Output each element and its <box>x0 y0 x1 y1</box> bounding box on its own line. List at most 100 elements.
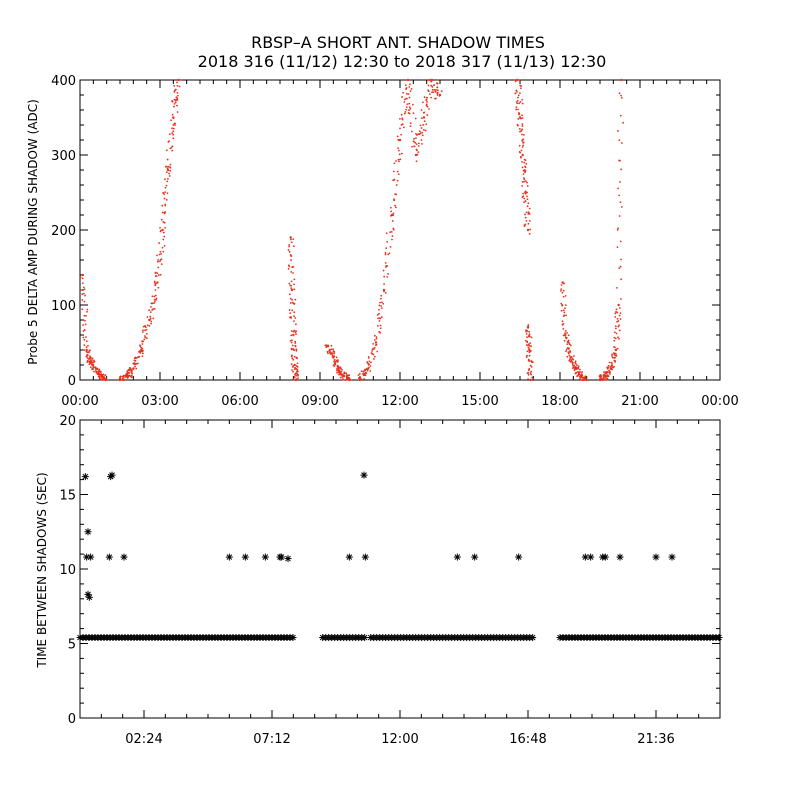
top-data-point <box>523 180 525 183</box>
top-data-point <box>528 232 531 235</box>
top-data-point <box>521 114 523 117</box>
top-data-point <box>519 101 522 103</box>
top-data-point <box>86 357 89 359</box>
top-data-point <box>613 346 615 348</box>
top-data-point <box>527 202 530 205</box>
top-data-point <box>617 130 619 132</box>
top-data-point <box>340 370 343 373</box>
top-data-point <box>606 378 609 381</box>
top-data-point <box>290 280 293 283</box>
top-data-point <box>529 372 532 375</box>
top-data-point <box>576 375 578 378</box>
top-data-point <box>517 96 519 99</box>
top-data-point <box>154 275 157 277</box>
top-data-point <box>153 300 156 303</box>
top-data-point <box>81 299 84 301</box>
top-data-point <box>620 78 623 82</box>
top-data-point <box>405 92 408 95</box>
top-x-tick-label: 12:00 <box>381 394 418 409</box>
top-data-point <box>521 184 524 187</box>
top-data-point <box>292 245 295 248</box>
top-data-point <box>415 160 418 163</box>
top-data-point <box>525 332 528 335</box>
top-data-point <box>376 313 379 316</box>
top-data-point <box>422 124 425 126</box>
top-data-point <box>523 225 526 228</box>
top-data-point <box>176 104 178 107</box>
top-data-point <box>387 273 390 275</box>
top-data-point <box>146 316 149 318</box>
top-data-point <box>393 199 396 202</box>
top-data-point <box>163 197 166 200</box>
top-data-point <box>367 362 369 365</box>
top-data-point <box>420 117 423 120</box>
top-data-point <box>329 353 332 355</box>
top-data-point <box>529 228 532 231</box>
bottom-baseline-point-stroke <box>290 634 296 641</box>
bottom-data-point <box>277 553 285 561</box>
top-data-point <box>335 356 338 359</box>
bottom-data-point-stroke <box>278 554 285 560</box>
bottom-y-tick-label: 10 <box>59 563 76 578</box>
top-data-point <box>433 84 436 86</box>
top-data-point <box>527 325 530 328</box>
top-data-point <box>289 297 292 300</box>
top-data-point <box>360 370 363 373</box>
top-data-point <box>338 373 340 376</box>
top-data-point <box>163 245 166 247</box>
top-data-point <box>372 343 375 345</box>
top-data-point <box>134 365 136 368</box>
top-data-point <box>566 343 569 346</box>
top-data-point <box>166 167 169 170</box>
top-data-point <box>418 130 421 133</box>
top-data-point <box>608 369 610 372</box>
top-data-point <box>609 373 611 375</box>
top-data-point <box>157 274 160 276</box>
top-data-point <box>288 309 291 311</box>
top-data-point <box>134 363 137 366</box>
top-data-point <box>328 348 331 351</box>
top-data-point <box>399 127 401 130</box>
top-data-point <box>296 370 299 373</box>
top-data-point <box>427 79 430 81</box>
top-data-point <box>613 331 616 334</box>
top-data-point <box>292 378 295 381</box>
top-data-point <box>528 354 531 357</box>
top-x-tick-label: 03:00 <box>141 394 178 409</box>
top-data-point <box>380 294 383 297</box>
top-data-point <box>565 348 568 351</box>
bottom-data-point <box>345 553 353 561</box>
top-data-point <box>345 372 348 375</box>
top-data-point <box>164 191 167 193</box>
top-data-point <box>531 376 534 379</box>
top-y-tick-label: 0 <box>68 374 76 389</box>
top-data-point <box>131 370 133 373</box>
top-data-point <box>408 106 411 109</box>
bottom-data-point <box>261 553 269 561</box>
bottom-data-point-stroke <box>285 555 291 562</box>
bottom-data-point <box>84 528 92 536</box>
top-data-point <box>618 139 621 142</box>
top-data-point <box>133 362 136 364</box>
top-data-point <box>437 79 440 81</box>
top-data-point <box>529 364 532 367</box>
top-data-point <box>172 130 175 133</box>
top-data-point <box>585 378 588 382</box>
top-data-point <box>158 260 161 263</box>
top-data-point <box>616 286 618 289</box>
bottom-baseline-point-stroke <box>361 634 368 641</box>
top-data-point <box>364 372 366 375</box>
top-data-point <box>297 377 299 380</box>
top-data-point <box>569 351 572 353</box>
top-data-point <box>126 371 129 373</box>
top-data-point <box>524 200 527 202</box>
top-data-point <box>518 144 521 147</box>
top-data-point <box>176 99 179 101</box>
top-data-point <box>566 332 568 334</box>
top-data-point <box>528 207 531 210</box>
top-data-point <box>560 302 563 305</box>
top-data-point <box>379 324 382 327</box>
top-data-point <box>288 293 291 296</box>
top-data-point <box>409 122 412 125</box>
